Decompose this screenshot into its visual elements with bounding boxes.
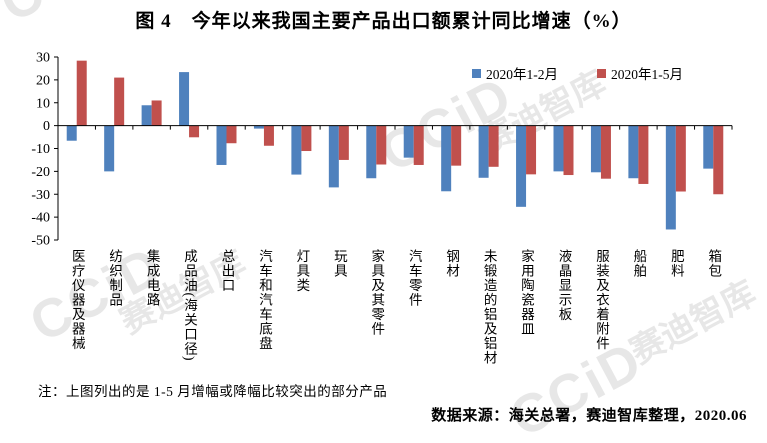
bar-series1-category-6 (253, 125, 264, 129)
y-tick-label: -20 (31, 165, 50, 180)
y-tick-label: 30 (36, 51, 50, 66)
bar-series2-category-15 (600, 125, 611, 179)
bar-series2-category-12 (488, 125, 499, 167)
category-label: 总出口 (219, 249, 235, 293)
bar-series2-category-7 (301, 125, 312, 152)
bar-series1-category-9 (366, 125, 377, 179)
category-label: 汽车零件 (406, 249, 422, 307)
y-tick-label: -10 (31, 142, 50, 157)
category-label: 成品油(海关口径) (182, 249, 198, 362)
bar-series1-category-1 (66, 125, 77, 141)
bar-series1-category-10 (403, 125, 414, 158)
category-label: 箱包 (706, 249, 722, 278)
bar-series2-category-1 (76, 60, 87, 126)
bar-series1-category-12 (478, 125, 489, 178)
bar-series1-category-17 (665, 125, 676, 230)
bar-series2-category-2 (114, 77, 125, 126)
category-label: 未锻造的铝及铝材 (481, 249, 497, 365)
bar-series1-category-8 (328, 125, 339, 188)
bar-series1-category-11 (441, 125, 452, 192)
bar-series1-category-7 (291, 125, 302, 175)
bar-series2-category-6 (263, 125, 274, 146)
chart-note: 注：上图列出的是 1-5 月增幅或降幅比较突出的部分产品 (38, 384, 388, 399)
category-label: 玩具 (331, 249, 347, 278)
legend-item-series1: 2020年1-2月 (472, 63, 558, 83)
y-tick-label: 20 (36, 73, 50, 88)
bar-series2-category-16 (638, 125, 649, 184)
bar-series2-category-3 (151, 100, 162, 126)
bar-series1-category-4 (179, 72, 190, 126)
category-label: 医疗仪器及器械 (69, 249, 85, 351)
legend-label-series1: 2020年1-2月 (486, 67, 558, 82)
category-label: 钢材 (444, 249, 460, 278)
data-source: 数据来源：海关总署，赛迪智库整理，2020.06 (431, 408, 747, 424)
bar-series2-category-10 (413, 125, 424, 165)
legend-label-series2: 2020年1-5月 (611, 67, 683, 82)
category-label: 家用陶瓷器皿 (519, 249, 535, 336)
legend-swatch-series2 (597, 68, 606, 78)
bar-series2-category-14 (563, 125, 574, 176)
bar-series2-category-11 (451, 125, 462, 166)
legend-item-series2: 2020年1-5月 (597, 63, 683, 83)
bar-series2-category-18 (713, 125, 724, 195)
bar-series1-category-5 (216, 125, 227, 165)
category-label: 船舶 (631, 249, 647, 278)
bar-series1-category-16 (628, 125, 639, 179)
y-tick-label: -30 (31, 188, 50, 203)
bar-series1-category-2 (104, 125, 115, 172)
y-tick-label: 10 (36, 96, 50, 111)
bar-series2-category-5 (226, 125, 237, 144)
category-label: 服装及衣着附件 (593, 249, 609, 351)
category-label: 肥料 (668, 249, 684, 278)
y-tick-label: -40 (31, 211, 50, 226)
bar-series2-category-4 (189, 125, 200, 138)
bar-series1-category-13 (516, 125, 527, 207)
legend-swatch-series1 (472, 68, 481, 78)
chart-title: 图 4 今年以来我国主要产品出口额累计同比增速（%） (135, 11, 632, 32)
bar-series1-category-15 (590, 125, 601, 173)
category-label: 纺织制品 (107, 249, 123, 307)
category-label: 汽车和汽车底盘 (256, 249, 272, 351)
bar-series2-category-8 (338, 125, 349, 160)
category-label: 灯具类 (294, 249, 310, 293)
bar-series2-category-13 (526, 125, 537, 175)
y-tick-label: 0 (43, 119, 50, 134)
category-label: 集成电路 (144, 249, 160, 307)
bar-series1-category-14 (553, 125, 564, 172)
bar-series1-category-3 (141, 105, 152, 126)
bar-series2-category-9 (376, 125, 387, 165)
bar-series2-category-17 (675, 125, 686, 192)
y-tick-label: -50 (31, 234, 50, 249)
category-label: 家具及其零件 (369, 249, 385, 336)
category-label: 液晶显示板 (556, 249, 572, 322)
bar-series1-category-18 (703, 125, 714, 169)
